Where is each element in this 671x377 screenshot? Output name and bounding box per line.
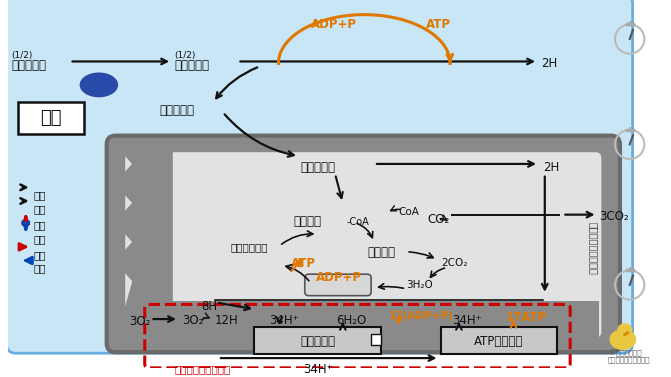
Text: (1/2): (1/2) — [11, 51, 32, 60]
Text: ATP: ATP — [426, 18, 451, 31]
Text: 細胞: 細胞 — [40, 109, 62, 127]
Text: 酸化的リン酸化反応: 酸化的リン酸化反応 — [174, 364, 230, 374]
FancyBboxPatch shape — [6, 0, 633, 353]
Text: クエン酸: クエン酸 — [367, 246, 395, 259]
Text: ATP: ATP — [291, 257, 316, 270]
Polygon shape — [115, 144, 172, 343]
Text: 17(ADP+P): 17(ADP+P) — [389, 311, 454, 321]
Ellipse shape — [610, 330, 635, 349]
Text: ATP合成酵素: ATP合成酵素 — [474, 335, 523, 348]
Text: 減少: 減少 — [34, 234, 46, 244]
Text: ©生命科学教育: ©生命科学教育 — [609, 349, 642, 357]
FancyBboxPatch shape — [107, 136, 620, 352]
FancyBboxPatch shape — [305, 274, 371, 296]
Text: 34H⁺: 34H⁺ — [303, 363, 333, 376]
Text: 3CO₂: 3CO₂ — [599, 210, 629, 223]
Text: 12H: 12H — [215, 314, 239, 327]
Text: CO₂: CO₂ — [427, 213, 450, 226]
Text: 2H: 2H — [541, 57, 557, 70]
Text: 3O₂: 3O₂ — [129, 315, 150, 328]
Text: 17ATP: 17ATP — [506, 311, 547, 324]
Text: ピルビン酸: ピルビン酸 — [160, 104, 195, 117]
Text: アセチル: アセチル — [293, 215, 321, 228]
Text: 6H₂O: 6H₂O — [336, 314, 366, 327]
Text: グルコース: グルコース — [174, 58, 209, 72]
Text: 促進: 促進 — [34, 250, 46, 260]
Text: 増加: 増加 — [34, 221, 46, 230]
FancyBboxPatch shape — [442, 327, 558, 354]
FancyBboxPatch shape — [254, 327, 381, 354]
Ellipse shape — [618, 324, 631, 336]
Text: 3O₂: 3O₂ — [182, 314, 203, 327]
Text: 移動: 移動 — [34, 204, 46, 214]
Bar — [371, 334, 381, 345]
Text: 抑制: 抑制 — [34, 264, 46, 273]
Ellipse shape — [81, 73, 117, 97]
Text: ミトコンドリア内膜: ミトコンドリア内膜 — [588, 222, 599, 275]
FancyBboxPatch shape — [18, 103, 85, 134]
Text: 電子伝達系: 電子伝達系 — [300, 335, 335, 348]
Text: 34H⁺: 34H⁺ — [452, 314, 482, 327]
Text: ピルビン酸: ピルビン酸 — [301, 161, 336, 174]
Text: ADP+P: ADP+P — [311, 18, 356, 31]
Text: 2CO₂: 2CO₂ — [442, 257, 468, 268]
Text: -CoA: -CoA — [347, 217, 370, 227]
Text: 34H⁺: 34H⁺ — [270, 314, 299, 327]
Bar — [131, 300, 599, 343]
FancyBboxPatch shape — [125, 152, 601, 337]
Text: グルコース: グルコース — [11, 58, 46, 72]
Text: ADP+P: ADP+P — [315, 271, 362, 284]
Text: 8H: 8H — [201, 300, 217, 313]
Text: 3H₂O: 3H₂O — [406, 280, 433, 290]
Text: 変化: 変化 — [34, 190, 46, 200]
Text: オキサロ酢酸: オキサロ酢酸 — [231, 242, 268, 252]
Text: シェアリンググループ: シェアリンググループ — [607, 356, 650, 363]
Text: 2H: 2H — [543, 161, 559, 174]
Text: (1/2): (1/2) — [174, 51, 195, 60]
Text: CoA: CoA — [399, 207, 419, 217]
